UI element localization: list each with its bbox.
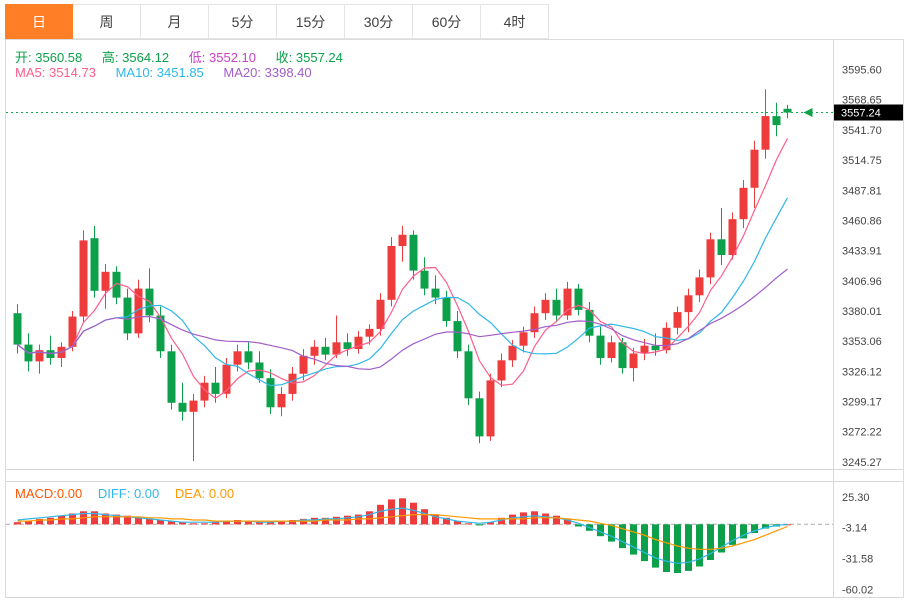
close-value: 3557.24 [295, 50, 343, 65]
dea-value: 0.00 [208, 486, 235, 501]
axis-divider [833, 40, 834, 597]
tab-m5[interactable]: 5分 [209, 4, 277, 39]
ma5-field: MA5: 3514.73 [15, 65, 96, 80]
dea-field: DEA: 0.00 [175, 486, 234, 501]
svg-text:-60.02: -60.02 [842, 584, 873, 596]
ma5-value: 3514.73 [48, 65, 96, 80]
svg-text:3353.06: 3353.06 [842, 336, 882, 348]
svg-text:3568.65: 3568.65 [842, 95, 882, 107]
svg-text:3557.24: 3557.24 [841, 108, 881, 120]
ma10-label: MA10: [115, 65, 154, 80]
macd-label: MACD: [15, 486, 57, 501]
candlestick-chart[interactable]: 3595.60 3568.65 3541.70 3514.75 3487.81 3460.… [6, 40, 903, 470]
svg-text:-31.58: -31.58 [842, 554, 873, 566]
open-label: 开: [15, 50, 32, 65]
svg-text:3514.75: 3514.75 [842, 155, 882, 167]
ohlc-info-bar: 开: 3560.58 高: 3564.12 低: 3552.10 收: 3557… [15, 47, 359, 66]
dea-label: DEA: [174, 486, 206, 501]
macd-info-bar: MACD:0.00 DIFF: 0.00 DEA: 0.00 [15, 486, 246, 501]
svg-text:3595.60: 3595.60 [842, 65, 882, 77]
tab-m60[interactable]: 60分 [413, 4, 481, 39]
period-tabs: 日周月 5分 15分 30分 60分 4时 [5, 4, 549, 39]
ma10-value: 3451.85 [156, 65, 204, 80]
close-label: 收: [275, 50, 293, 65]
open-value: 3560.58 [35, 50, 83, 65]
ma5-label: MA5: [15, 65, 46, 80]
svg-text:3272.22: 3272.22 [842, 427, 882, 439]
svg-text:3460.86: 3460.86 [842, 215, 882, 227]
svg-text:3245.27: 3245.27 [842, 457, 882, 469]
diff-value: 0.00 [133, 486, 160, 501]
diff-label: DIFF: [97, 486, 131, 501]
svg-text:3487.81: 3487.81 [842, 185, 882, 197]
ma20-label: MA20: [223, 65, 261, 80]
macd-chart[interactable]: 25.30 -3.14 -31.58 -60.02 [6, 481, 903, 598]
svg-text:25.30: 25.30 [842, 492, 870, 504]
low-field: 低: 3552.10 [189, 50, 256, 65]
tab-m15[interactable]: 15分 [277, 4, 345, 39]
svg-text:-3.14: -3.14 [842, 523, 867, 535]
svg-text:3541.70: 3541.70 [842, 125, 882, 137]
high-value: 3564.12 [122, 50, 170, 65]
open-field: 开: 3560.58 [15, 50, 82, 65]
svg-text:3326.12: 3326.12 [842, 366, 882, 378]
diff-field: DIFF: 0.00 [98, 486, 159, 501]
tab-h4[interactable]: 4时 [481, 4, 549, 39]
close-field: 收: 3557.24 [276, 50, 343, 65]
high-field: 高: 3564.12 [102, 50, 169, 65]
tab-day[interactable]: 日 [5, 4, 73, 39]
tab-month[interactable]: 月 [141, 4, 209, 39]
ma10-field: MA10: 3451.85 [116, 65, 204, 80]
high-label: 高: [101, 50, 119, 65]
low-label: 低: [188, 50, 206, 65]
tab-m30[interactable]: 30分 [345, 4, 413, 39]
low-value: 3552.10 [209, 50, 256, 65]
svg-text:3299.17: 3299.17 [842, 397, 882, 409]
macd-value: 0.00 [56, 486, 83, 501]
ma20-field: MA20: 3398.40 [223, 65, 311, 80]
ma-info-bar: MA5: 3514.73 MA10: 3451.85 MA20: 3398.40 [15, 65, 328, 80]
ma20-value: 3398.40 [264, 65, 312, 80]
tab-week[interactable]: 周 [73, 4, 141, 39]
svg-text:3406.96: 3406.96 [842, 276, 882, 288]
svg-text:3380.01: 3380.01 [842, 306, 882, 318]
macd-field: MACD:0.00 [15, 486, 82, 501]
svg-text:3433.91: 3433.91 [842, 246, 882, 258]
chart-container: 开: 3560.58 高: 3564.12 低: 3552.10 收: 3557… [5, 39, 904, 598]
